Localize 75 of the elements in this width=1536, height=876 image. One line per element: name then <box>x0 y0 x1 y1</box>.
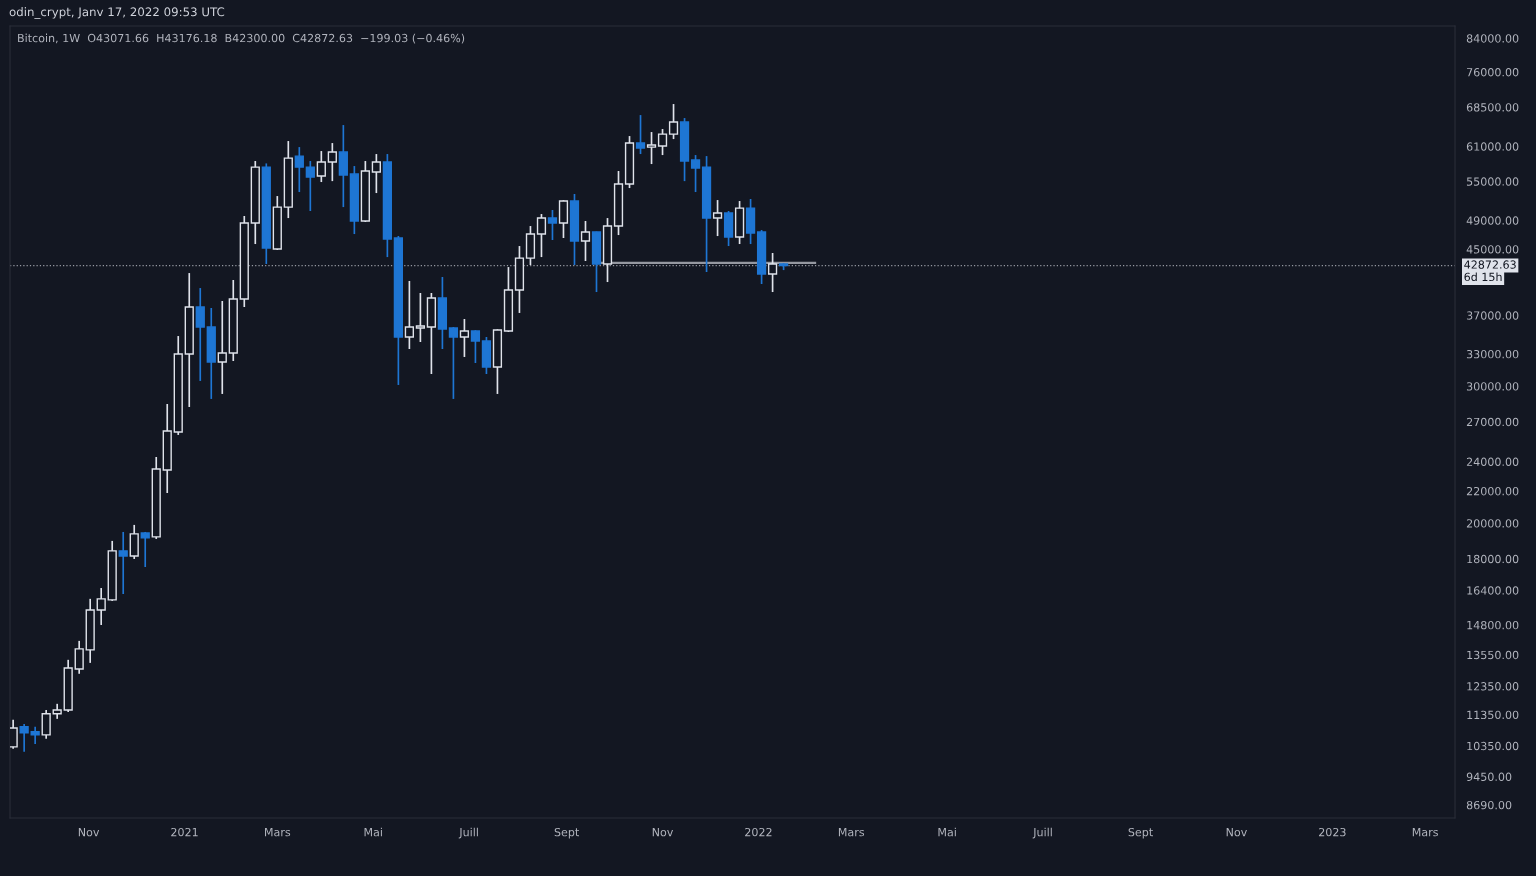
y-tick-label: 13550.00 <box>1467 650 1519 660</box>
candlestick <box>646 131 657 165</box>
text: 6d 15h <box>1464 272 1502 282</box>
y-tick-label: 55000.00 <box>1466 177 1519 186</box>
y-tick-label: 22000.00 <box>1466 486 1519 496</box>
x-tick-label: 2021 <box>171 827 198 837</box>
y-tick-label: 12350.00 <box>1467 682 1519 691</box>
y-tick-label: 49000.00 <box>1466 216 1519 225</box>
candlestick <box>723 210 734 247</box>
candlestick <box>140 531 150 568</box>
y-tick-label: 84000.00 <box>1466 34 1519 43</box>
candlestick <box>668 103 679 140</box>
candlestick <box>536 213 547 258</box>
y-tick-label: 27000.00 <box>1466 417 1519 427</box>
chart-title: odin_crypt, Janv 17, 2022 09:53 UTC <box>9 7 225 19</box>
text: Bitcoin, 1W O43071.66 H43176.18 B42300.00 C42872.63 −199.03 (−0.46%) <box>18 33 465 44</box>
x-tick-label: Mars <box>838 828 865 837</box>
x-tick-label: Mars <box>265 828 291 837</box>
candlestick <box>41 709 51 740</box>
candlestick <box>767 252 778 293</box>
y-tick-label: 10350.00 <box>1467 741 1519 751</box>
x-tick-label: Nov <box>652 828 674 837</box>
candlestick <box>217 300 227 395</box>
y-tick-label: 8690.00 <box>1466 800 1512 810</box>
candlestick <box>338 124 348 208</box>
x-tick-label: Sept <box>1128 827 1153 839</box>
candlestick <box>415 292 426 343</box>
candlestick <box>195 287 205 382</box>
candlestick <box>129 524 139 560</box>
ref-line-label: 42872.63 <box>1464 260 1516 269</box>
candlestick <box>580 220 591 262</box>
x-tick-label: 2022 <box>745 827 772 837</box>
x-tick-label: Nov <box>78 828 100 837</box>
candlestick <box>118 531 128 595</box>
x-tick-label: Nov <box>1226 828 1247 837</box>
candlestick <box>690 154 701 193</box>
candlestick <box>316 150 326 183</box>
candlestick <box>305 160 315 212</box>
x-tick-label: Juill <box>1032 827 1052 839</box>
x-tick-label: Mai <box>938 827 956 837</box>
candlestick <box>712 199 723 237</box>
candlestick <box>10 718 18 750</box>
candlestick <box>657 128 668 156</box>
candlestick <box>547 209 558 241</box>
y-tick-label: 20000.00 <box>1466 519 1519 528</box>
y-tick-label: 9450.00 <box>1466 772 1512 781</box>
y-tick-label: 11350.00 <box>1467 710 1519 720</box>
y-tick-label: 16400.00 <box>1467 586 1519 595</box>
y-tick-label: 68500.00 <box>1466 103 1519 112</box>
y-tick-label: 33000.00 <box>1466 349 1519 359</box>
candlestick <box>74 640 84 675</box>
x-tick-label: 2023 <box>1319 827 1346 837</box>
x-tick-label: Juill <box>458 827 478 839</box>
candlestick <box>404 280 415 350</box>
y-tick-label: 37000.00 <box>1466 311 1519 320</box>
y-tick-label: 18000.00 <box>1467 554 1519 564</box>
x-tick-label: Mai <box>364 827 382 837</box>
candlestick <box>19 723 29 753</box>
candlestick <box>635 114 646 155</box>
candlestick <box>96 587 106 626</box>
candlestick <box>327 142 337 182</box>
y-tick-label: 45000.00 <box>1466 245 1519 254</box>
y-tick-label: 24000.00 <box>1466 457 1519 466</box>
candlestick <box>294 146 304 193</box>
y-tick-label: 30000.00 <box>1466 382 1519 391</box>
y-tick-label: 61000.00 <box>1466 142 1519 151</box>
candlestick <box>470 329 481 364</box>
x-tick-label: Mars <box>1412 828 1438 837</box>
candlestick <box>558 199 569 239</box>
candlestick <box>371 153 381 194</box>
candlestick <box>448 326 459 400</box>
y-tick-label: 76000.00 <box>1467 68 1519 77</box>
candlestick <box>459 318 470 358</box>
x-tick-label: Sept <box>554 827 579 839</box>
y-tick-label: 14800.00 <box>1467 620 1519 630</box>
